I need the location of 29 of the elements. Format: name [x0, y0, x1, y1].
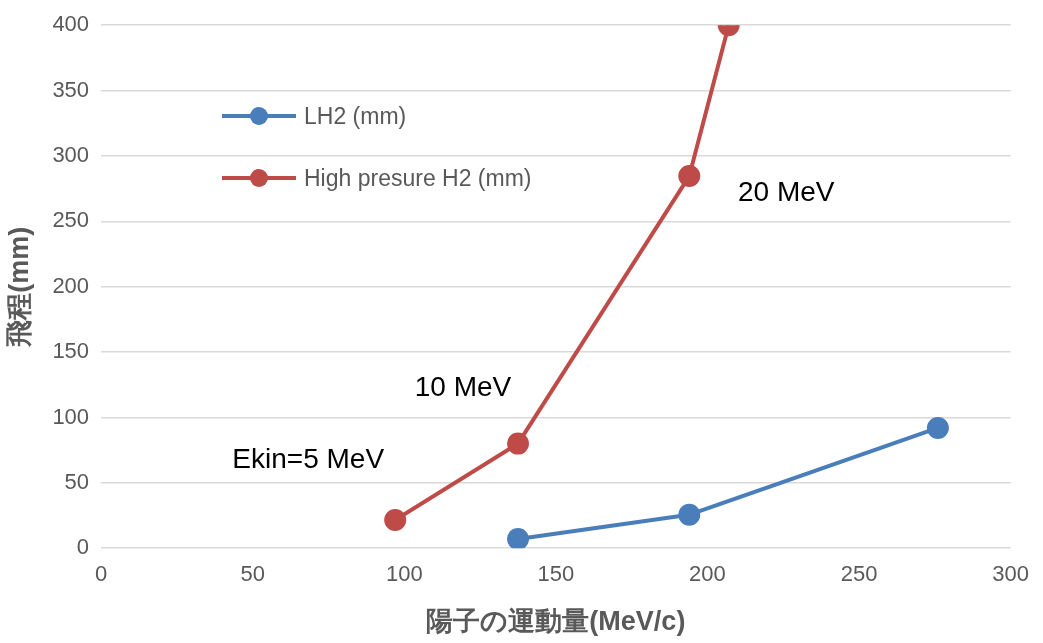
- point: [384, 508, 407, 531]
- x-tick-label: 50: [240, 561, 265, 587]
- annotation: 10 MeV: [414, 371, 512, 403]
- point: [678, 503, 701, 526]
- y-tick-label: 300: [52, 142, 90, 168]
- y-tick-label: 250: [52, 207, 90, 233]
- x-tick-label: 100: [385, 561, 423, 587]
- point: [678, 165, 701, 188]
- y-tick-label: 0: [76, 534, 90, 560]
- y-tick-label: 150: [52, 338, 90, 364]
- x-tick-label: 300: [992, 561, 1030, 587]
- x-axis-title: 陽子の運動量(MeV/c): [426, 606, 686, 637]
- y-tick-label: 350: [52, 76, 90, 102]
- x-tick-label: 200: [689, 561, 726, 587]
- x-tick-label: 150: [537, 561, 575, 587]
- y-axis-title: 飛程(mm): [3, 226, 34, 348]
- y-tick-label: 100: [52, 403, 90, 429]
- point: [926, 416, 949, 439]
- x-tick-label: 250: [840, 561, 878, 587]
- annotation: Ekin=5 MeV: [232, 442, 385, 474]
- point: [506, 528, 529, 549]
- point: [506, 432, 529, 455]
- x-tick-label: 0: [94, 561, 108, 587]
- y-tick-label: 200: [52, 272, 90, 298]
- y-tick-label: 50: [64, 468, 90, 494]
- legend-label: High presure H2 (mm): [304, 164, 532, 192]
- annotation: 20 MeV: [738, 175, 835, 207]
- y-tick-label: 400: [52, 11, 90, 37]
- legend-label: LH2 (mm): [304, 102, 407, 130]
